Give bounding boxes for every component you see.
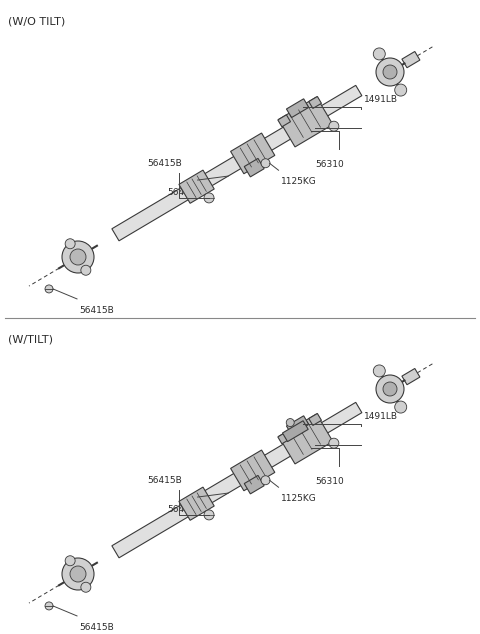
Circle shape [373, 365, 385, 377]
Text: 1125KG: 1125KG [280, 178, 316, 186]
Circle shape [62, 241, 94, 273]
Polygon shape [244, 476, 264, 494]
Polygon shape [402, 368, 420, 385]
Circle shape [204, 510, 214, 520]
Polygon shape [279, 414, 333, 464]
Circle shape [376, 58, 404, 86]
Polygon shape [244, 158, 264, 177]
Circle shape [81, 582, 91, 592]
Polygon shape [309, 96, 322, 108]
Polygon shape [112, 181, 200, 241]
Text: 1491LB: 1491LB [364, 412, 398, 421]
Polygon shape [179, 487, 214, 521]
Circle shape [204, 193, 214, 203]
Polygon shape [278, 432, 290, 444]
Polygon shape [112, 498, 200, 558]
Circle shape [373, 48, 385, 60]
Polygon shape [193, 144, 263, 193]
Polygon shape [230, 450, 275, 491]
Polygon shape [230, 133, 275, 174]
Polygon shape [402, 51, 420, 68]
Text: 56415B: 56415B [79, 623, 114, 632]
Text: 56410: 56410 [168, 188, 196, 197]
Polygon shape [287, 416, 309, 434]
Polygon shape [278, 115, 290, 127]
Circle shape [383, 382, 397, 396]
Circle shape [329, 121, 339, 131]
Polygon shape [287, 99, 309, 117]
Circle shape [286, 418, 294, 427]
Circle shape [376, 375, 404, 403]
Polygon shape [309, 403, 362, 441]
Polygon shape [309, 413, 322, 425]
Circle shape [261, 476, 270, 485]
Circle shape [45, 602, 53, 610]
Circle shape [65, 239, 75, 249]
Text: 1491LB: 1491LB [364, 95, 398, 104]
Polygon shape [255, 112, 315, 156]
Circle shape [395, 401, 407, 413]
Circle shape [383, 65, 397, 79]
Circle shape [70, 566, 86, 582]
Polygon shape [279, 97, 333, 147]
Polygon shape [255, 429, 315, 473]
Polygon shape [309, 86, 362, 124]
Text: (W/TILT): (W/TILT) [8, 334, 53, 344]
Text: 56415B: 56415B [147, 476, 182, 485]
Text: 56310: 56310 [316, 477, 345, 486]
Circle shape [329, 438, 339, 448]
Polygon shape [193, 461, 263, 510]
Circle shape [45, 285, 53, 293]
Circle shape [261, 158, 270, 168]
Text: 56415B: 56415B [79, 306, 114, 315]
Text: 56415B: 56415B [147, 159, 182, 168]
Text: 1125KG: 1125KG [280, 495, 316, 503]
Circle shape [70, 249, 86, 265]
Circle shape [62, 558, 94, 590]
Polygon shape [282, 421, 308, 442]
Circle shape [81, 265, 91, 275]
Text: 56310: 56310 [316, 160, 345, 169]
Text: (W/O TILT): (W/O TILT) [8, 17, 65, 27]
Text: 56410: 56410 [168, 505, 196, 514]
Circle shape [65, 556, 75, 566]
Polygon shape [179, 170, 214, 204]
Circle shape [395, 84, 407, 96]
